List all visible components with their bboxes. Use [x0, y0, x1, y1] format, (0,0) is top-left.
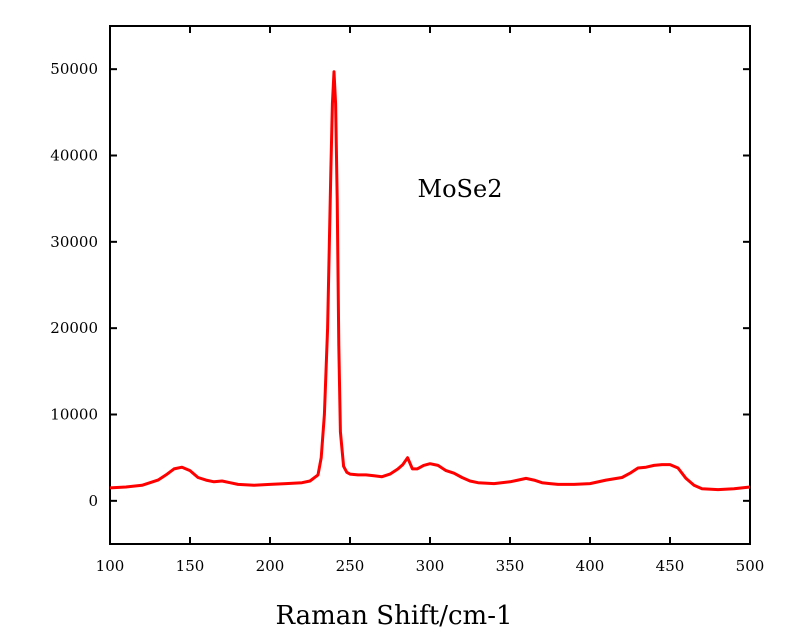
x-tick-label: 150 [176, 557, 205, 575]
x-tick-label: 400 [576, 557, 605, 575]
y-tick-label: 0 [88, 492, 98, 510]
x-tick-label: 300 [416, 557, 445, 575]
y-tick-label: 10000 [50, 406, 98, 424]
y-tick-label: 30000 [50, 233, 98, 251]
x-tick-label: 450 [656, 557, 685, 575]
y-tick-label: 40000 [50, 147, 98, 165]
x-tick-label: 500 [736, 557, 765, 575]
annotation-label: MoSe2 [418, 175, 503, 203]
spectrum-line [109, 70, 751, 492]
y-tick-label: 20000 [50, 319, 98, 337]
x-tick-label: 250 [336, 557, 365, 575]
x-tick-label: 350 [496, 557, 525, 575]
y-tick-label: 50000 [50, 60, 98, 78]
x-tick-label: 200 [256, 557, 285, 575]
x-tick-label: 100 [96, 557, 125, 575]
x-axis-title: Raman Shift/cm-1 [275, 601, 512, 631]
